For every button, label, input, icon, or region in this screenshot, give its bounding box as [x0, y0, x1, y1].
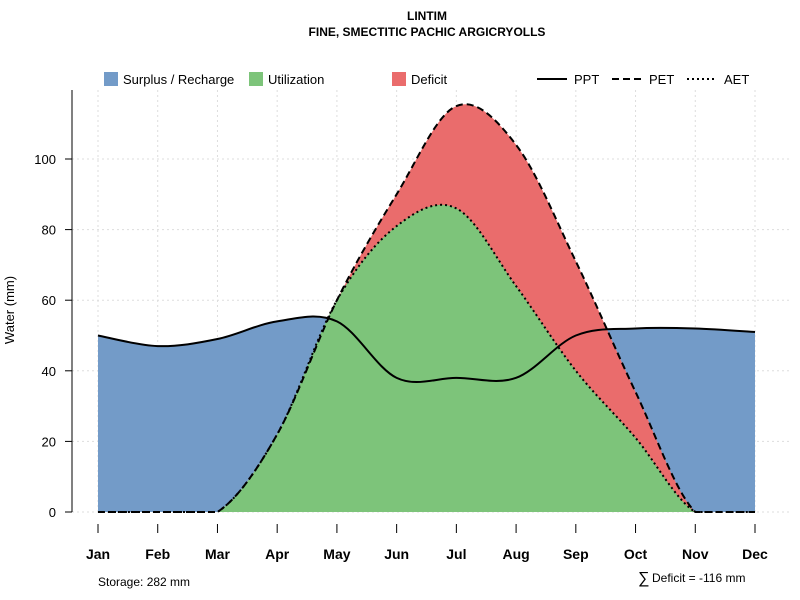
deficit-sum-icon: ∑ — [638, 570, 649, 587]
x-tick-label: May — [323, 546, 350, 562]
x-tick-label: Apr — [265, 546, 290, 562]
y-tick-label: 20 — [42, 434, 56, 449]
y-axis-label: Water (mm) — [2, 276, 17, 344]
legend-label-pet: PET — [649, 72, 674, 87]
x-tick-label: Sep — [563, 546, 589, 562]
legend-label-ppt: PPT — [574, 72, 599, 87]
legend-label-utilization: Utilization — [268, 72, 324, 87]
x-tick-label: Nov — [682, 546, 709, 562]
y-tick-label: 40 — [42, 364, 56, 379]
deficit-annotation: Deficit = -116 mm — [652, 571, 745, 585]
legend-swatch-surplus — [104, 72, 118, 86]
storage-annotation: Storage: 282 mm — [98, 575, 190, 589]
x-tick-label: Jun — [384, 546, 409, 562]
chart-subtitle: FINE, SMECTITIC PACHIC ARGICRYOLLS — [309, 25, 546, 39]
legend-label-surplus: Surplus / Recharge — [123, 72, 234, 87]
series-line-pet — [97, 103, 755, 514]
legend-label-aet: AET — [724, 72, 749, 87]
y-tick-label: 0 — [49, 505, 56, 520]
series-line-ppt — [97, 315, 756, 383]
legend-swatch-deficit — [392, 72, 406, 86]
legend-label-deficit: Deficit — [411, 72, 448, 87]
y-tick-label: 100 — [34, 152, 56, 167]
y-tick-label: 80 — [42, 223, 56, 238]
x-tick-label: Aug — [502, 546, 529, 562]
x-tick-label: Mar — [205, 546, 230, 562]
y-tick-label: 60 — [42, 293, 56, 308]
legend: Surplus / Recharge Utilization Deficit P… — [104, 72, 749, 87]
chart-title: LINTIM — [407, 9, 447, 23]
x-tick-label: Feb — [145, 546, 170, 562]
lines — [97, 103, 756, 514]
x-tick-label: Jul — [446, 546, 466, 562]
legend-swatch-utilization — [249, 72, 263, 86]
x-tick-label: Dec — [742, 546, 768, 562]
axes: Jan Feb Mar Apr May Jun Jul Aug Sep Oct Nov Dec 0 20 4… — [34, 90, 768, 562]
x-tick-label: Jan — [86, 546, 110, 562]
areas — [98, 104, 755, 513]
x-tick-label: Oct — [624, 546, 648, 562]
utilization-area — [98, 204, 755, 513]
